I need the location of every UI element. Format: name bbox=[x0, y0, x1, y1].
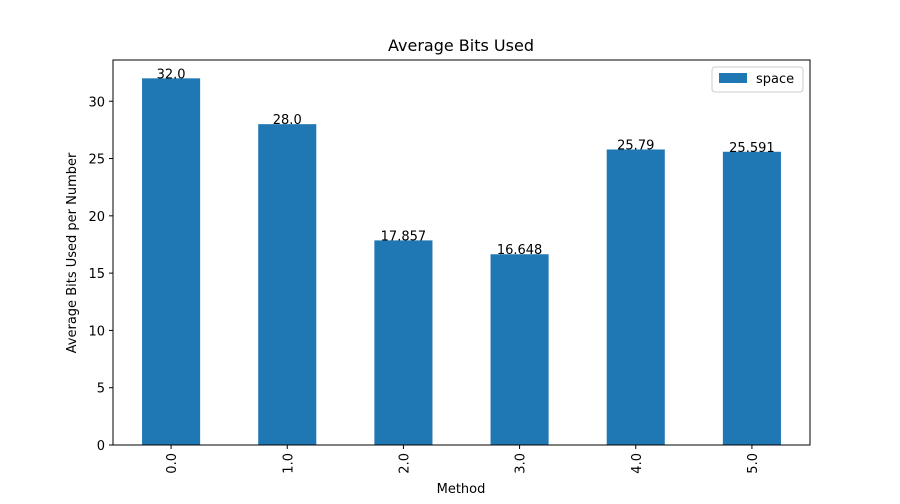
bar bbox=[258, 124, 317, 446]
y-tick-label: 0 bbox=[97, 439, 105, 454]
data-label: 17.857 bbox=[381, 229, 427, 244]
chart-title: Average Bits Used bbox=[388, 36, 534, 55]
x-tick-label: 5.0 bbox=[746, 453, 761, 474]
data-labels-layer: 32.0 28.0 17.857 16.648 25.79 25.591 bbox=[157, 67, 775, 258]
data-label: 32.0 bbox=[157, 67, 186, 82]
legend-label: space bbox=[756, 72, 794, 87]
bar bbox=[142, 78, 201, 445]
x-tick-label: 0.0 bbox=[165, 453, 180, 474]
x-tick-label: 2.0 bbox=[397, 453, 412, 474]
bar bbox=[490, 254, 549, 445]
data-label: 28.0 bbox=[273, 113, 302, 128]
x-tick-label: 3.0 bbox=[514, 453, 529, 474]
bar bbox=[722, 151, 781, 446]
y-tick-label: 10 bbox=[88, 324, 105, 339]
y-tick-label: 20 bbox=[88, 210, 105, 225]
bar bbox=[374, 240, 433, 445]
bars-layer bbox=[142, 78, 781, 446]
plot-area-frame bbox=[112, 59, 811, 446]
bar bbox=[606, 149, 665, 446]
x-tick-label: 1.0 bbox=[281, 453, 296, 474]
y-tick-label: 25 bbox=[88, 153, 105, 168]
y-tick-label: 5 bbox=[97, 382, 105, 397]
data-label: 25.79 bbox=[617, 138, 654, 153]
data-label: 25.591 bbox=[729, 141, 775, 156]
y-axis: 0 5 10 15 20 25 30 bbox=[88, 95, 113, 454]
y-tick-label: 15 bbox=[88, 267, 105, 282]
data-label: 16.648 bbox=[497, 243, 543, 258]
legend-swatch bbox=[719, 73, 747, 83]
y-axis-title: Average Bits Used per Number bbox=[65, 152, 80, 353]
x-axis-title: Method bbox=[437, 482, 486, 497]
x-axis: 0.0 1.0 2.0 3.0 4.0 5.0 bbox=[165, 445, 761, 474]
x-tick-label: 4.0 bbox=[630, 453, 645, 474]
legend: space bbox=[711, 66, 804, 93]
y-tick-label: 30 bbox=[88, 95, 105, 110]
